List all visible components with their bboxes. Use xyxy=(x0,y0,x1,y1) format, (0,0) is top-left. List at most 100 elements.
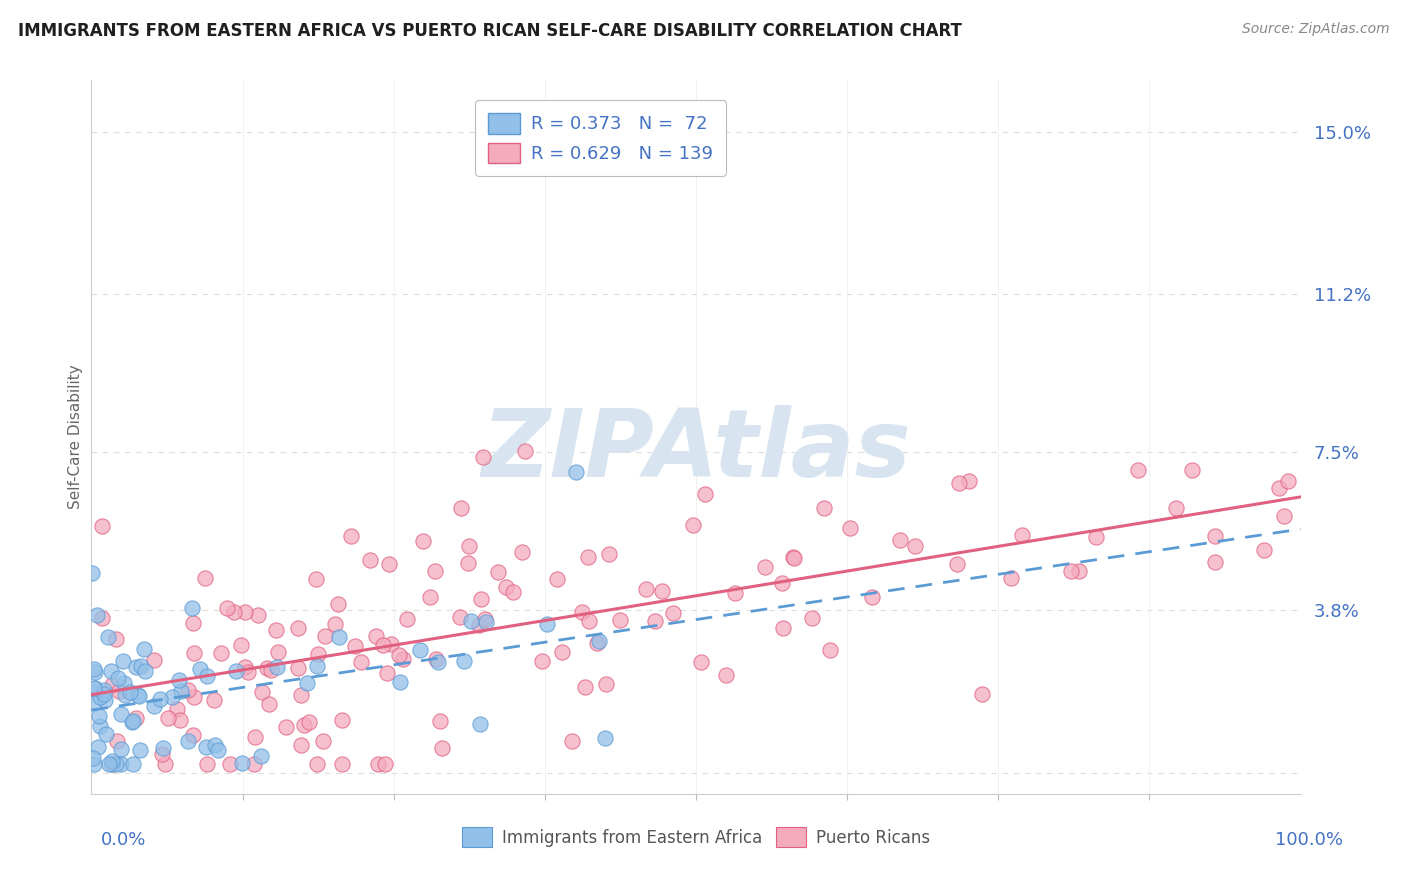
Point xyxy=(204,738,226,752)
Point xyxy=(367,756,389,771)
Point xyxy=(695,487,717,501)
Point xyxy=(429,714,451,728)
Point xyxy=(598,547,620,561)
Point xyxy=(772,621,794,635)
Point xyxy=(82,751,104,765)
Point xyxy=(170,683,193,698)
Point xyxy=(118,684,141,698)
Point xyxy=(690,655,713,669)
Point xyxy=(125,711,148,725)
Point xyxy=(181,728,204,742)
Point xyxy=(87,739,110,754)
Point xyxy=(513,443,536,458)
Point xyxy=(238,665,260,680)
Point xyxy=(121,714,143,728)
Point xyxy=(510,544,533,558)
Point xyxy=(782,550,804,565)
Point xyxy=(128,689,150,703)
Point xyxy=(889,533,911,548)
Point xyxy=(101,678,124,692)
Point xyxy=(83,681,105,696)
Point xyxy=(143,653,166,667)
Point xyxy=(1204,529,1226,543)
Point xyxy=(574,680,596,694)
Point xyxy=(110,741,132,756)
Point xyxy=(89,690,111,704)
Point xyxy=(97,630,120,644)
Point xyxy=(195,756,218,771)
Point xyxy=(195,669,218,683)
Point xyxy=(143,699,166,714)
Point xyxy=(256,661,278,675)
Point xyxy=(166,702,188,716)
Point xyxy=(94,692,117,706)
Point xyxy=(323,616,346,631)
Point xyxy=(754,560,776,574)
Point xyxy=(305,659,328,673)
Point xyxy=(215,601,238,615)
Point xyxy=(972,687,994,701)
Point xyxy=(250,684,273,698)
Point xyxy=(860,590,883,604)
Point xyxy=(229,638,252,652)
Point xyxy=(100,756,122,771)
Text: Source: ZipAtlas.com: Source: ZipAtlas.com xyxy=(1241,22,1389,37)
Point xyxy=(458,539,481,553)
Point xyxy=(1204,555,1226,569)
Point xyxy=(90,518,112,533)
Point xyxy=(93,687,115,701)
Point xyxy=(946,557,969,571)
Point xyxy=(260,663,283,677)
Point xyxy=(83,696,105,710)
Point xyxy=(1069,564,1091,578)
Point xyxy=(724,586,747,600)
Text: IMMIGRANTS FROM EASTERN AFRICA VS PUERTO RICAN SELF-CARE DISABILITY CORRELATION : IMMIGRANTS FROM EASTERN AFRICA VS PUERTO… xyxy=(18,22,962,40)
Point xyxy=(486,566,509,580)
Point xyxy=(127,688,149,702)
Point xyxy=(290,738,312,752)
Point xyxy=(243,756,266,771)
Point xyxy=(204,693,226,707)
Point xyxy=(531,655,554,669)
Point xyxy=(609,613,631,627)
Point xyxy=(110,706,132,721)
Point xyxy=(1164,500,1187,515)
Point xyxy=(183,615,205,630)
Point xyxy=(682,518,704,533)
Point xyxy=(222,605,245,619)
Point xyxy=(225,664,247,678)
Text: 100.0%: 100.0% xyxy=(1275,831,1343,849)
Point xyxy=(247,607,270,622)
Point xyxy=(235,660,257,674)
Point xyxy=(1272,509,1295,524)
Point xyxy=(453,655,475,669)
Point xyxy=(86,607,108,622)
Point xyxy=(1059,564,1081,578)
Point xyxy=(287,621,309,635)
Point xyxy=(328,630,350,644)
Point xyxy=(180,601,202,615)
Point xyxy=(121,714,143,729)
Y-axis label: Self-Care Disability: Self-Care Disability xyxy=(67,365,83,509)
Point xyxy=(295,675,318,690)
Point xyxy=(292,718,315,732)
Point xyxy=(593,731,616,745)
Point xyxy=(314,628,336,642)
Point xyxy=(112,676,135,690)
Point xyxy=(339,529,361,543)
Point xyxy=(662,606,685,620)
Point xyxy=(160,690,183,704)
Point xyxy=(257,698,280,712)
Point xyxy=(290,688,312,702)
Point xyxy=(250,749,273,764)
Point xyxy=(107,671,129,685)
Point xyxy=(1126,463,1149,477)
Point xyxy=(307,647,329,661)
Point xyxy=(97,756,120,771)
Point xyxy=(378,557,401,571)
Point xyxy=(94,727,117,741)
Point xyxy=(287,661,309,675)
Point xyxy=(177,683,200,698)
Point xyxy=(468,716,491,731)
Point xyxy=(188,662,211,676)
